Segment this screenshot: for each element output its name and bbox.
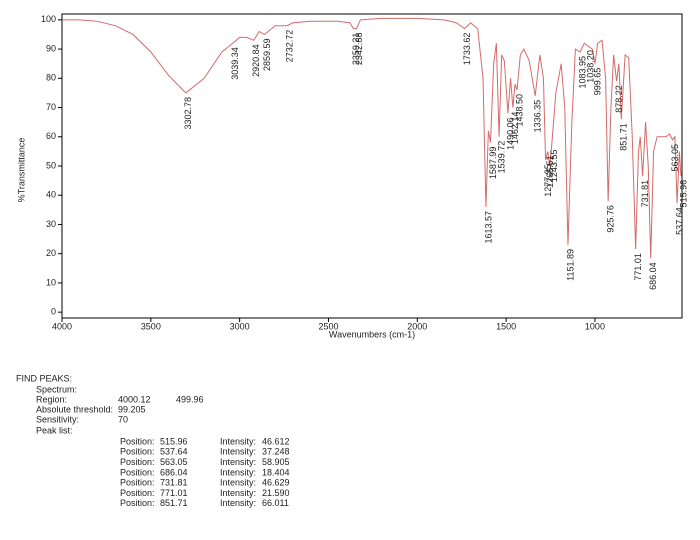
report-value: 99.205 [118,404,146,414]
y-tick-label: 40 [46,190,56,200]
x-tick-label: 2500 [318,321,338,331]
peak-label: 1587.99 [488,147,498,180]
y-tick-label: 70 [46,102,56,112]
y-tick-label: 20 [46,248,56,258]
row-value: 515.96 [160,436,188,446]
y-tick-label: 90 [46,43,56,53]
row-label: Position: [120,436,155,446]
report-label: Region: [36,394,67,404]
row-label: Intensity: [220,478,256,488]
row-label: Intensity: [220,457,256,467]
peak-label: 3039.34 [230,47,240,80]
row-value: 66.011 [262,498,289,508]
x-axis-label: Wavenumbers (cm-1) [329,329,415,339]
report-label: Peak list: [36,425,73,435]
peak-label: 2342.88 [354,33,364,66]
peak-label: 3302.78 [183,97,193,130]
x-tick-label: 4000 [52,321,72,331]
peak-label: 1613.57 [483,211,493,244]
row-label: Position: [120,498,155,508]
peak-label: 1462.14 [510,112,520,145]
row-value: 37.248 [262,447,290,457]
row-value: 686.04 [160,467,188,477]
peak-label: 731.81 [640,180,650,208]
peak-label: 1038.20 [586,50,596,83]
row-value: 46.612 [262,436,290,446]
report-title: FIND PEAKS: [16,373,72,383]
peak-label: 1733.62 [462,33,472,66]
row-label: Intensity: [220,488,256,498]
y-tick-label: 100 [41,14,56,24]
row-label: Position: [120,447,155,457]
row-value: 18.404 [262,467,290,477]
row-value: 537.64 [160,447,188,457]
peak-label: 999.65 [592,68,602,96]
peak-label: 1151.89 [565,249,575,281]
row-value: 731.81 [160,478,188,488]
peak-label: 515.96 [678,180,688,208]
y-tick-label: 10 [46,277,56,287]
peak-label: 537.64 [674,207,684,235]
row-value: 21.590 [262,488,290,498]
spectrum-line [62,17,682,259]
row-label: Position: [120,457,155,467]
y-tick-label: 80 [46,73,56,83]
row-value: 46.629 [262,478,290,488]
x-tick-label: 1500 [496,321,516,331]
peak-label: 878.22 [614,85,624,113]
row-label: Intensity: [220,467,256,477]
row-label: Intensity: [220,447,256,457]
row-value: 563.05 [160,457,188,467]
y-tick-label: 50 [46,160,56,170]
report-label: Spectrum: [36,384,77,394]
peak-label: 1336.35 [533,100,543,133]
y-axis-label: %Transmittance [16,138,26,203]
report-value: 70 [118,414,128,424]
row-label: Position: [120,478,155,488]
peak-label: 563.05 [670,144,680,172]
x-tick-label: 3000 [230,321,250,331]
x-tick-label: 3500 [141,321,161,331]
peak-label: 1277.95 [543,164,553,197]
report-label: Absolute threshold: [36,404,113,414]
x-tick-label: 2000 [407,321,427,331]
peak-label: 2859.59 [262,38,272,71]
peak-label: 771.01 [633,253,643,281]
row-value: 58.905 [262,457,290,467]
x-tick-label: 1000 [585,321,605,331]
row-label: Position: [120,488,155,498]
peak-label: 1265.51 [545,155,555,188]
peak-label: 686.04 [648,262,658,290]
peak-label: 1539.72 [496,141,506,174]
report-label: Sensitivity: [36,414,79,424]
row-label: Intensity: [220,498,256,508]
row-value: 851.71 [160,498,188,508]
row-label: Intensity: [220,436,256,446]
peak-label: 1438.50 [514,94,524,127]
y-tick-label: 30 [46,219,56,229]
peak-label: 2359.21 [351,33,361,66]
peak-label: 925.76 [606,205,616,233]
row-value: 771.01 [160,488,188,498]
peak-label: 851.71 [619,123,629,151]
y-tick-label: 0 [51,307,56,317]
y-tick-label: 60 [46,131,56,141]
peak-label: 2920.84 [251,44,261,77]
peak-label: 2732.72 [285,30,295,63]
row-label: Position: [120,467,155,477]
report-value: 4000.12 [118,394,151,404]
peak-label: 1243.55 [549,150,559,183]
peak-label: 1490.06 [505,117,515,150]
report-value: 499.96 [176,394,204,404]
peak-label: 1083.95 [577,56,587,89]
